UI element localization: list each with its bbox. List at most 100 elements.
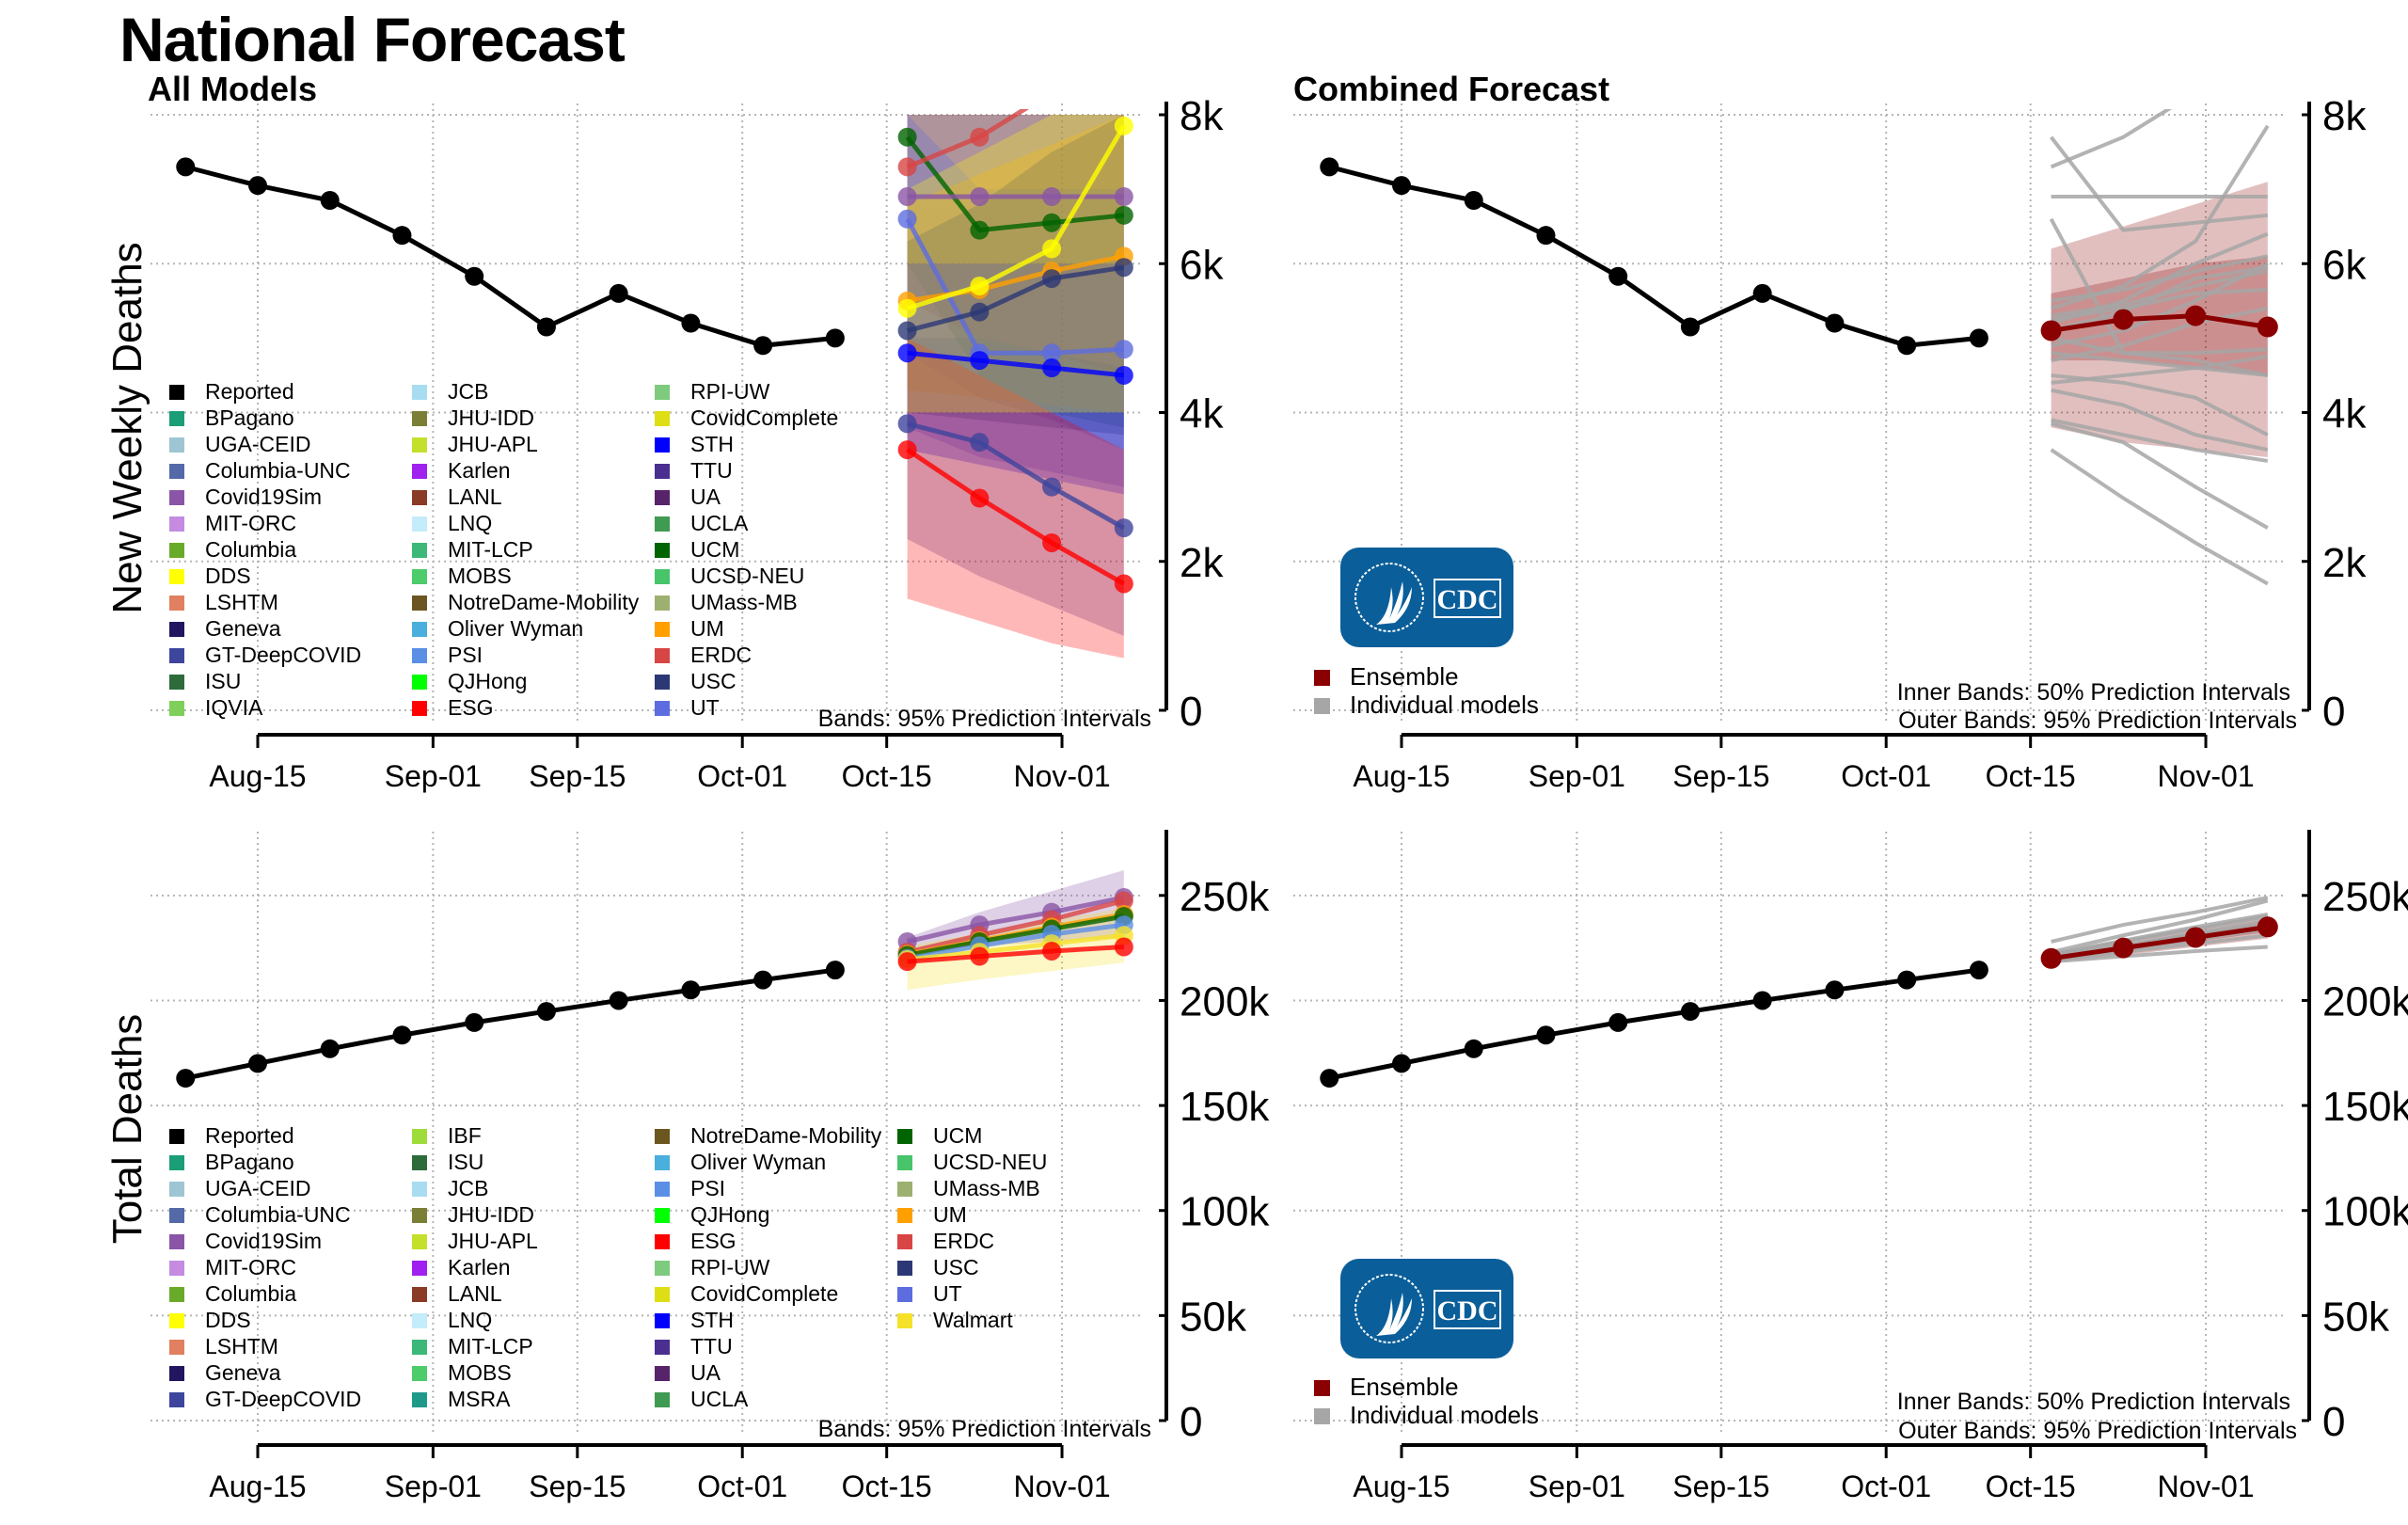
legend-item: Covid19Sim: [169, 485, 322, 509]
legend-swatch: [1314, 1408, 1330, 1424]
ensemble-line: [2051, 313, 2269, 333]
x-axis: Aug-15 Sep-01 Sep-15 Oct-01 Oct-15 Nov-01: [1353, 733, 2255, 793]
legend-item: RPI-UW: [655, 1255, 770, 1279]
reported-point: [1969, 328, 1988, 348]
legend-swatch: [169, 1155, 184, 1170]
legend-label: CovidComplete: [690, 405, 838, 430]
legend-item: ISU: [169, 669, 241, 693]
model-line: [907, 350, 1125, 378]
model-point: [970, 220, 990, 240]
legend: ReportedBPaganoUGA-CEIDColumbia-UNCCovid…: [169, 379, 838, 720]
legend-swatch: [169, 1392, 184, 1407]
x-tick-label: Nov-01: [2157, 759, 2254, 793]
legend-item: NotreDame-Mobility: [655, 1123, 882, 1148]
legend-swatch: [169, 1182, 184, 1197]
model-series-dds: [897, 116, 1133, 318]
legend-swatch: [412, 543, 427, 558]
legend-label: JHU-APL: [448, 1229, 538, 1253]
model-point: [970, 187, 990, 207]
reported-point: [248, 1054, 267, 1073]
legend-item: LSHTM: [169, 590, 278, 614]
legend-swatch: [169, 490, 184, 505]
cdc-box: [1434, 1290, 1501, 1329]
legend-label: RPI-UW: [690, 379, 770, 404]
individual-model-line: [2050, 109, 2173, 169]
legend-swatch: [655, 1366, 670, 1381]
y-axis: 0 2k 4k 6k 8k: [2302, 93, 2367, 735]
legend-swatch: [412, 1340, 427, 1355]
legend-item: UCM: [897, 1123, 982, 1148]
model-line: [906, 447, 1126, 586]
legend-item: Columbia: [169, 537, 296, 562]
x-tick-label: Oct-15: [842, 759, 932, 793]
y-axis-title: Total Deaths: [104, 1014, 150, 1245]
legend-label: UGA-CEID: [205, 1176, 310, 1200]
legend-swatch: [897, 1155, 912, 1170]
ensemble-line: [2051, 924, 2269, 961]
model-point: [970, 488, 990, 508]
chart-all-models-total: Aug-15 Sep-01 Sep-15 Oct-01 Oct-15 Nov-01 0 50k…: [104, 830, 1270, 1503]
hhs-seal-ring: [1354, 563, 1424, 632]
legend-item: JCB: [412, 379, 488, 404]
legend-item: GT-DeepCOVID: [169, 643, 361, 667]
legend-item: UA: [655, 485, 721, 509]
reported-point: [681, 313, 701, 333]
reported-point: [609, 991, 628, 1010]
prediction-band: [907, 115, 1124, 413]
legend-label: TTU: [690, 1334, 733, 1358]
legend-swatch: [655, 648, 670, 663]
legend-label: JHU-IDD: [448, 405, 534, 430]
legend-label: IBF: [448, 1123, 482, 1148]
legend-item: Geneva: [169, 1360, 281, 1385]
reported-point: [1680, 317, 1700, 337]
reported-point: [1608, 1012, 1628, 1032]
reported-point: [176, 157, 196, 177]
legend-item: USC: [655, 669, 737, 693]
legend-label: LSHTM: [205, 1334, 278, 1358]
legend-label: JCB: [448, 1176, 488, 1200]
legend-swatch: [412, 1155, 427, 1170]
model-series-erdc: [897, 109, 1030, 177]
legend-label: JHU-APL: [448, 432, 538, 456]
prediction-band: [907, 115, 1124, 413]
reported-point: [320, 190, 340, 210]
y-tick-label: 50k: [2322, 1294, 2390, 1340]
model-point: [1042, 269, 1062, 289]
legend-label: JCB: [448, 379, 488, 404]
reported-point: [1825, 313, 1845, 333]
individual-model-line: [2049, 217, 2268, 356]
model-point: [1114, 518, 1133, 538]
ensemble-point: [2257, 316, 2278, 338]
legend-swatch: [655, 596, 670, 611]
y-tick-label: 100k: [1180, 1189, 1270, 1235]
y-tick-label: 250k: [1180, 874, 1270, 920]
model-point: [1042, 941, 1062, 961]
legend-label: Columbia: [205, 1281, 296, 1306]
legend-item: ESG: [412, 695, 494, 720]
model-point: [897, 321, 917, 341]
legend-item: UMass-MB: [655, 590, 798, 614]
chart-combined-total: Aug-15 Sep-01 Sep-15 Oct-01 Oct-15 Nov-01 0 50k…: [1293, 830, 2408, 1503]
legend-item-ensemble: Ensemble: [1314, 662, 1459, 691]
legend-item: MIT-LCP: [412, 537, 533, 562]
reported-point: [1752, 991, 1772, 1010]
legend-label: ISU: [205, 669, 241, 693]
model-line: [905, 135, 1125, 233]
legend-item: Walmart: [897, 1308, 1013, 1332]
model-line: [906, 264, 1125, 333]
legend-label: DDS: [205, 564, 251, 588]
legend-swatch: [169, 411, 184, 426]
legend-label: RPI-UW: [690, 1255, 770, 1279]
reported-point: [1320, 1069, 1339, 1088]
x-tick-label: Aug-15: [1353, 1469, 1450, 1503]
legend-item: LANL: [412, 485, 502, 509]
model-line: [907, 945, 1124, 964]
cdc-logo: CDC: [1340, 1259, 1513, 1358]
legend-label: Individual models: [1350, 1401, 1539, 1429]
legend-label: LANL: [448, 1281, 502, 1306]
reported-point: [681, 980, 701, 1000]
y-tick-label: 150k: [1180, 1084, 1270, 1130]
legend-label: NotreDame-Mobility: [448, 590, 640, 614]
reported-point: [1392, 1054, 1411, 1073]
reported-point: [320, 1039, 340, 1058]
